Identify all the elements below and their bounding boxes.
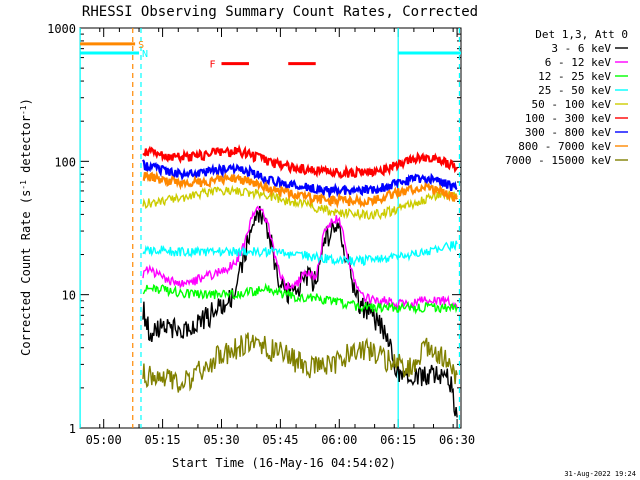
series-line-25-50-kev <box>142 240 458 268</box>
x-tick-label: 05:45 <box>262 433 298 447</box>
legend-entry-label: 100 - 300 keV <box>525 112 611 125</box>
x-tick-label: 06:00 <box>321 433 357 447</box>
legend-entry-label: 25 - 50 keV <box>538 84 611 97</box>
series-line-7000-15000-kev <box>142 332 458 393</box>
x-axis-label: Start Time (16-May-16 04:54:02) <box>172 456 396 470</box>
legend-entry-label: 6 - 12 keV <box>545 56 612 69</box>
status-marker-label: N <box>142 49 148 60</box>
x-tick-label: 06:15 <box>380 433 416 447</box>
series-line-100-300-kev <box>142 144 459 180</box>
legend-entry-label: 12 - 25 keV <box>538 70 611 83</box>
y-tick-label: 1000 <box>47 22 76 36</box>
legend-entry-label: 300 - 800 keV <box>525 126 611 139</box>
legend-entry-label: 800 - 7000 keV <box>518 140 611 153</box>
x-tick-label: 05:15 <box>145 433 181 447</box>
y-axis-label: Corrected Count Rate (s-1 detector-1) <box>19 98 34 356</box>
footer-timestamp: 31-Aug-2022 19:24 <box>564 470 636 478</box>
plot-frame <box>79 27 462 429</box>
legend-entry-label: 50 - 100 keV <box>532 98 612 111</box>
series-line-50-100-kev <box>142 184 458 222</box>
y-axis-label-sup2: -1 <box>19 105 28 115</box>
x-tick-label: 05:00 <box>86 433 122 447</box>
plot-area: 1 10 100 1000 05:00 05:15 05:30 05:45 06:00 06:15… <box>47 22 475 447</box>
legend-title: Det 1,3, Att 0 <box>535 28 628 41</box>
y-tick-label: 100 <box>54 155 76 169</box>
series-line-6-12-kev <box>142 205 458 311</box>
chart-title: RHESSI Observing Summary Count Rates, Co… <box>82 4 478 20</box>
y-tick-label: 10 <box>62 289 76 303</box>
series-line-800-7000-kev <box>142 170 459 209</box>
y-axis-label-sup1: -1 <box>19 180 28 190</box>
status-marker-label: S <box>138 40 144 51</box>
series-line-12-25-kev <box>142 282 458 315</box>
flare-marker-label: F <box>209 60 215 71</box>
legend-entry-label: 3 - 6 keV <box>551 42 611 55</box>
y-axis-label-end: ) <box>19 98 33 105</box>
series-line-300-800-kev <box>142 159 458 200</box>
legend-entry-label: 7000 - 15000 keV <box>505 154 611 167</box>
y-tick-label: 1 <box>69 422 76 436</box>
x-tick-label: 06:30 <box>439 433 475 447</box>
x-tick-label: 05:30 <box>203 433 239 447</box>
y-axis-label-main: Corrected Count Rate (s <box>19 190 33 356</box>
y-axis-label-mid: detector <box>19 115 33 180</box>
